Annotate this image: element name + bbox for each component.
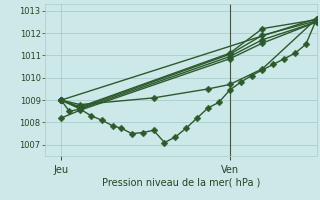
X-axis label: Pression niveau de la mer( hPa ): Pression niveau de la mer( hPa ) — [102, 178, 260, 188]
